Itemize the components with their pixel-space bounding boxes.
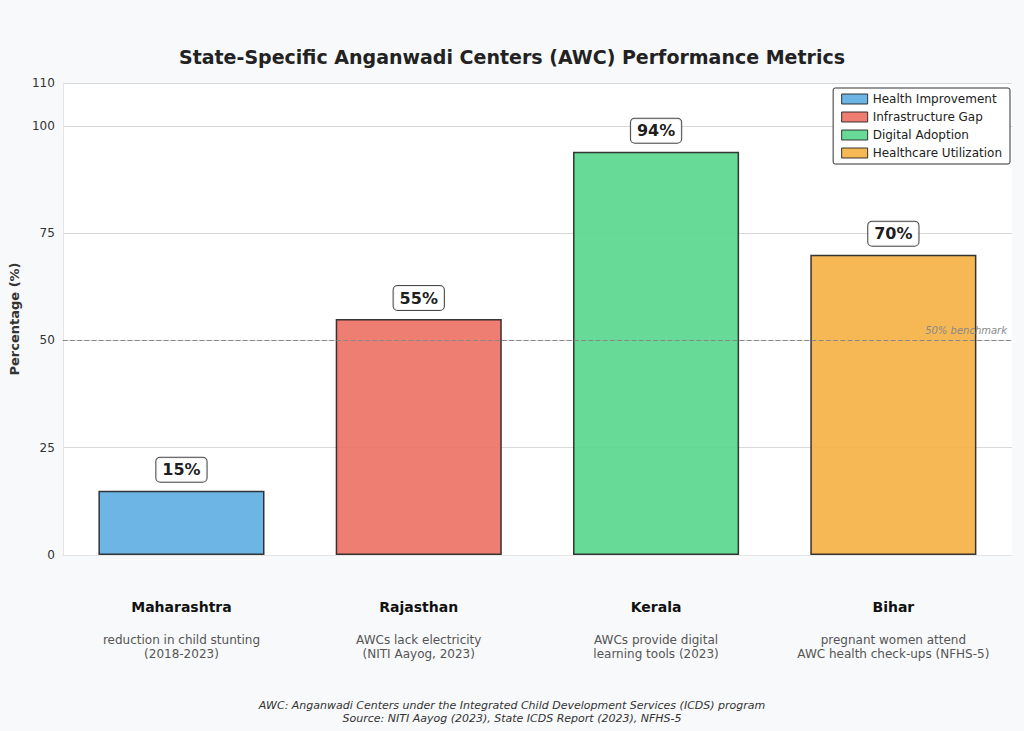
svg-text:Maharashtra: Maharashtra — [131, 599, 232, 615]
svg-text:(2018-2023): (2018-2023) — [144, 647, 219, 661]
svg-text:0: 0 — [47, 548, 55, 562]
svg-text:55%: 55% — [400, 289, 438, 308]
svg-text:Percentage (%): Percentage (%) — [7, 262, 22, 375]
svg-text:Source: NITI Aayog (2023), Sta: Source: NITI Aayog (2023), State ICDS Re… — [342, 712, 681, 725]
svg-text:State-Specific Anganwadi Cente: State-Specific Anganwadi Centers (AWC) P… — [179, 46, 845, 68]
svg-text:Infrastructure Gap: Infrastructure Gap — [873, 110, 983, 124]
svg-text:Healthcare Utilization: Healthcare Utilization — [873, 146, 1002, 160]
svg-text:94%: 94% — [637, 121, 675, 140]
svg-text:(NITI Aayog, 2023): (NITI Aayog, 2023) — [363, 647, 475, 661]
svg-text:70%: 70% — [874, 224, 912, 243]
svg-text:25: 25 — [40, 441, 55, 455]
svg-text:Bihar: Bihar — [872, 599, 914, 615]
svg-text:AWCs lack electricity: AWCs lack electricity — [356, 633, 481, 647]
svg-text:pregnant women attend: pregnant women attend — [821, 633, 966, 647]
svg-text:50: 50 — [40, 333, 55, 347]
svg-text:reduction in child stunting: reduction in child stunting — [103, 633, 260, 647]
svg-text:Kerala: Kerala — [631, 599, 682, 615]
svg-text:AWC health check-ups (NFHS-5): AWC health check-ups (NFHS-5) — [797, 647, 989, 661]
svg-text:learning tools (2023): learning tools (2023) — [593, 647, 718, 661]
svg-text:75: 75 — [40, 226, 55, 240]
svg-text:15%: 15% — [162, 460, 200, 479]
svg-text:Health Improvement: Health Improvement — [873, 92, 997, 106]
svg-text:AWC: Anganwadi Centers under t: AWC: Anganwadi Centers under the Integra… — [258, 699, 766, 712]
svg-text:100: 100 — [32, 119, 55, 133]
svg-text:AWCs provide digital: AWCs provide digital — [594, 633, 718, 647]
svg-text:50% benchmark: 50% benchmark — [925, 325, 1008, 336]
svg-text:Rajasthan: Rajasthan — [379, 599, 458, 615]
svg-text:110: 110 — [32, 76, 55, 90]
svg-text:Digital Adoption: Digital Adoption — [873, 128, 969, 142]
